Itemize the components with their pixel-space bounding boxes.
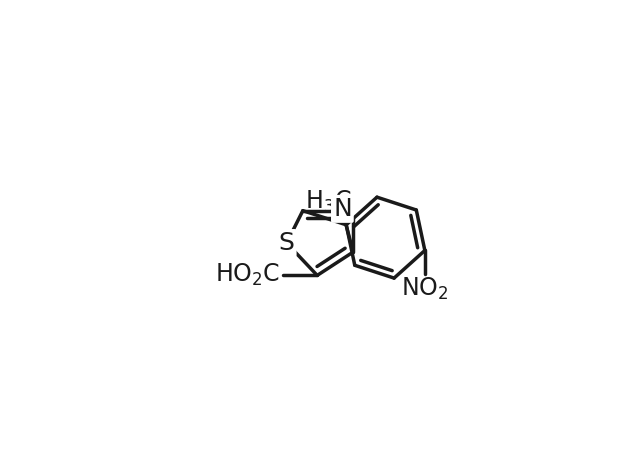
Text: S: S bbox=[278, 231, 294, 255]
Text: HO$_2$C: HO$_2$C bbox=[215, 262, 280, 289]
Text: NO$_2$: NO$_2$ bbox=[401, 276, 449, 302]
Text: H$_3$C: H$_3$C bbox=[305, 189, 351, 215]
Text: N: N bbox=[333, 197, 352, 221]
